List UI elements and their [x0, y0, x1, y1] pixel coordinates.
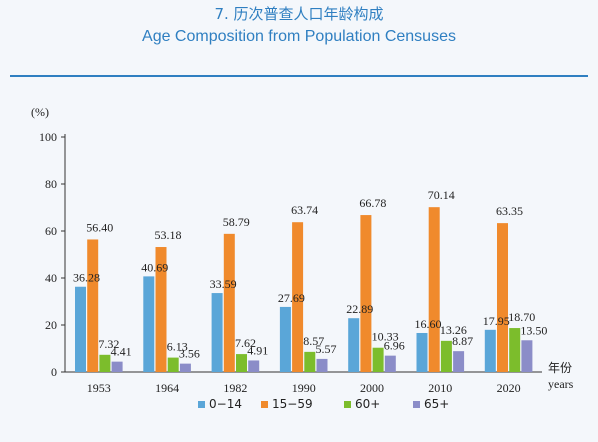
data-label: 7.32	[98, 337, 119, 351]
x-tick-label: 1982	[223, 381, 247, 395]
data-label: 8.57	[303, 334, 324, 348]
y-tick-label: 80	[45, 177, 57, 191]
bar-1953-series-1	[87, 239, 99, 372]
x-tick-label: 1990	[292, 381, 316, 395]
data-label: 8.87	[452, 334, 473, 348]
data-label: 10.33	[372, 330, 399, 344]
data-label: 56.40	[86, 220, 113, 234]
data-label: 63.74	[291, 203, 318, 217]
x-axis-label-english: years	[548, 377, 574, 391]
bar-2000-series-0	[348, 318, 360, 372]
bar-2000-series-3	[384, 355, 396, 372]
data-label: 4.41	[111, 345, 132, 359]
data-label: 18.70	[508, 310, 535, 324]
data-label: 16.60	[415, 317, 442, 331]
bar-2000-series-1	[360, 215, 372, 372]
bar-2010-series-3	[453, 351, 465, 372]
data-label: 58.79	[223, 215, 250, 229]
bar-1964-series-0	[143, 276, 155, 372]
x-axis-label-chinese: 年份	[548, 361, 572, 375]
data-label: 13.50	[520, 323, 547, 337]
x-tick-label: 2020	[497, 381, 521, 395]
bar-1953-series-3	[111, 361, 123, 372]
data-label: 66.78	[359, 196, 386, 210]
data-label: 17.95	[483, 314, 510, 328]
chart-data-labels: 36.28 56.40 7.324.41 40.69 53.18 6.133.56 33.5…	[73, 188, 547, 360]
data-label: 33.59	[210, 277, 237, 291]
bar-1964-series-2	[167, 357, 179, 372]
legend-swatch-1	[261, 401, 268, 408]
data-label: 5.57	[316, 342, 337, 356]
data-label: 63.35	[496, 204, 523, 218]
legend-swatch-2	[344, 401, 351, 408]
bar-2000-series-2	[372, 347, 384, 372]
bar-1990-series-0	[279, 306, 291, 372]
data-label: 6.13	[167, 340, 188, 354]
data-label: 27.69	[278, 291, 305, 305]
bar-1982-series-3	[248, 360, 260, 372]
chart-bars	[75, 207, 533, 372]
x-tick-label: 1964	[155, 381, 179, 395]
bar-2020-series-2	[509, 328, 521, 372]
y-tick-label: 20	[45, 318, 57, 332]
bar-1953-series-0	[75, 286, 86, 372]
y-tick-label: 100	[39, 130, 57, 144]
legend-label-3: 65+	[424, 397, 449, 411]
data-label: 13.26	[440, 323, 467, 337]
bar-1990-series-3	[316, 358, 328, 372]
bar-1982-series-0	[211, 293, 223, 372]
bar-1990-series-2	[304, 351, 316, 372]
data-label: 7.62	[235, 336, 256, 350]
bar-2010-series-0	[416, 332, 428, 372]
y-tick-label: 60	[45, 224, 57, 238]
x-tick-label: 2010	[428, 381, 452, 395]
legend-label-2: 60+	[355, 397, 380, 411]
chart-title-chinese: 7. 历次普查人口年龄构成	[214, 5, 384, 23]
x-tick-label: 2000	[360, 381, 384, 395]
y-tick-label: 40	[45, 271, 57, 285]
data-label: 3.56	[179, 347, 200, 361]
data-label: 40.69	[141, 260, 168, 274]
legend-label-0: 0−14	[209, 397, 242, 411]
bar-2020-series-3	[521, 340, 533, 372]
data-label: 70.14	[428, 188, 455, 202]
chart-legend: 0−14 15−59 60+ 65+	[198, 397, 449, 411]
bar-2010-series-1	[428, 207, 440, 372]
bar-2020-series-0	[484, 329, 496, 372]
data-label: 6.96	[384, 339, 405, 353]
x-tick-label: 1953	[87, 381, 111, 395]
y-axis-unit-label: (%)	[31, 105, 49, 119]
bar-1964-series-3	[179, 363, 191, 372]
bar-2020-series-1	[497, 223, 508, 372]
chart-title-english: Age Composition from Population Censuses	[142, 28, 456, 45]
bar-1982-series-1	[223, 233, 235, 372]
bar-1990-series-1	[292, 222, 304, 372]
legend-swatch-0	[198, 401, 205, 408]
legend-swatch-3	[413, 401, 420, 408]
data-label: 22.89	[346, 302, 373, 316]
bar-1964-series-1	[155, 247, 167, 372]
header-divider	[10, 75, 588, 77]
data-label: 53.18	[155, 228, 182, 242]
legend-label-1: 15−59	[272, 397, 313, 411]
bar-1982-series-2	[236, 354, 247, 372]
data-label: 4.91	[247, 343, 268, 357]
y-tick-label: 0	[51, 365, 57, 379]
data-label: 36.28	[73, 271, 100, 285]
bar-1953-series-2	[99, 354, 111, 372]
bar-2010-series-2	[440, 340, 452, 372]
